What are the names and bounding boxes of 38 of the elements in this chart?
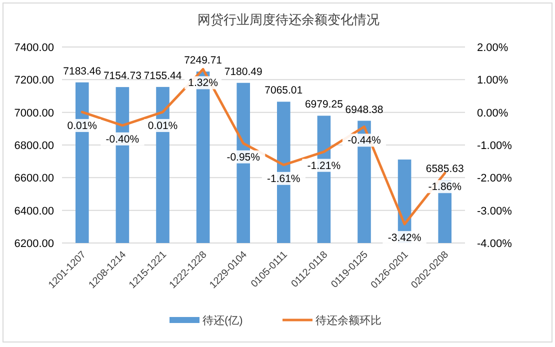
data-label: 7249.71	[184, 54, 222, 67]
y-tick-label: 6400.00	[14, 205, 54, 218]
legend-item: 待还余额环比	[282, 315, 382, 327]
data-label: 6979.25	[304, 98, 344, 111]
y2-tick-label: 0.00%	[477, 107, 508, 120]
y2-tick-label: 1.00%	[477, 74, 508, 87]
data-label: 7155.44	[144, 70, 182, 82]
data-label: 0.01%	[148, 120, 178, 132]
y2-tick-label: -3.00%	[477, 205, 512, 218]
y-tick-label: 6800.00	[14, 140, 54, 152]
data-label: 6585.63	[426, 163, 464, 176]
data-label: 7183.46	[63, 65, 102, 78]
data-label: 0.01%	[67, 120, 98, 132]
data-label: -0.40%	[106, 133, 140, 146]
legend-label: 待还余额环比	[316, 314, 382, 327]
data-label: 7154.73	[103, 70, 142, 82]
y2-tick-label: -1.00%	[477, 140, 512, 152]
data-label: 7180.49	[224, 66, 262, 78]
data-label: -0.44%	[348, 134, 381, 147]
y-tick-label: 6200.00	[14, 238, 54, 250]
data-label: -1.86%	[428, 181, 462, 194]
data-label: 7065.01	[264, 84, 303, 97]
y-tick-label: 7400.00	[14, 42, 54, 54]
data-label: -1.21%	[307, 160, 341, 172]
data-label: -0.95%	[226, 151, 260, 164]
legend-item: 待还(亿)	[170, 315, 243, 327]
data-label: -1.61%	[267, 172, 300, 185]
y-tick-label: 6600.00	[14, 172, 54, 185]
y2-tick-label: 2.00%	[477, 42, 508, 54]
data-label: 6948.38	[345, 104, 384, 116]
y-tick-label: 7200.00	[14, 74, 54, 87]
data-label: -3.42%	[388, 232, 422, 244]
y-tick-label: 7000.00	[14, 107, 54, 120]
y2-tick-label: -2.00%	[477, 172, 512, 185]
data-label: 1.32%	[188, 77, 218, 90]
y2-tick-label: -4.00%	[477, 238, 512, 250]
legend-label: 待还(亿)	[202, 315, 243, 327]
title: 网贷行业周度待还余额变化情况	[198, 12, 380, 27]
